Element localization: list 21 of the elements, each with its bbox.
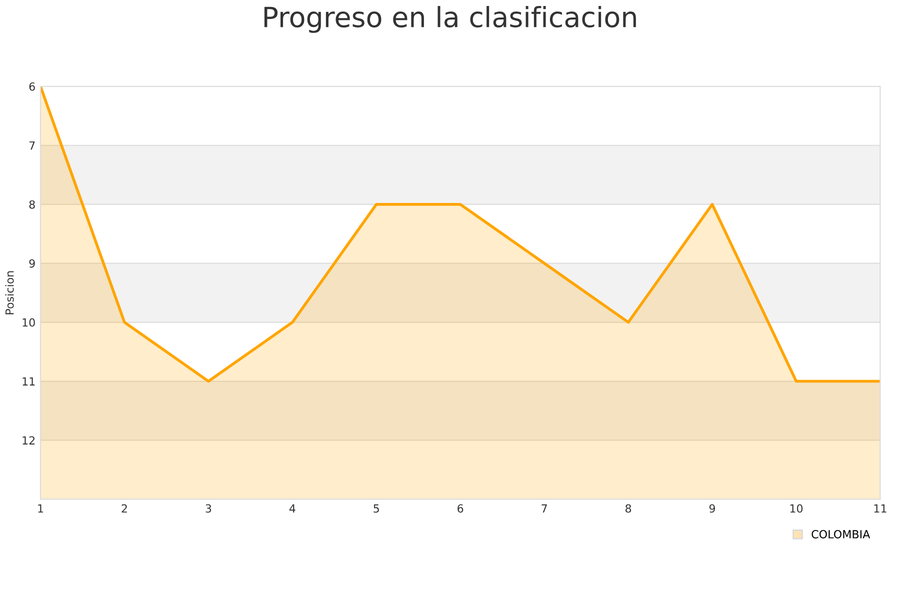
x-tick-label: 8 [626,504,632,513]
y-tick-label: 6 [29,82,35,91]
y-tick-label: 12 [22,436,35,444]
y-axis-title: Posicion [5,271,14,314]
x-tick-label: 10 [790,504,803,513]
legend-label: COLOMBIA [812,530,870,538]
x-tick-label: 7 [542,504,547,513]
x-tick-label: 2 [122,504,127,513]
y-tick-label: 11 [22,377,35,386]
y-tick-label: 8 [29,200,35,209]
x-tick-label: 3 [206,504,212,513]
y-tick-label: 9 [29,259,35,268]
x-tick-label: 1 [38,504,44,513]
x-tick-label: 11 [874,504,886,513]
y-tick-label: 7 [29,141,35,150]
x-tick-label: 9 [709,504,716,513]
x-tick-label: 4 [289,504,296,513]
chart-title: Progreso en la clasificacion [264,6,636,33]
x-tick-label: 5 [374,504,379,513]
y-tick-label: 10 [22,318,35,327]
x-tick-label: 6 [458,504,464,513]
